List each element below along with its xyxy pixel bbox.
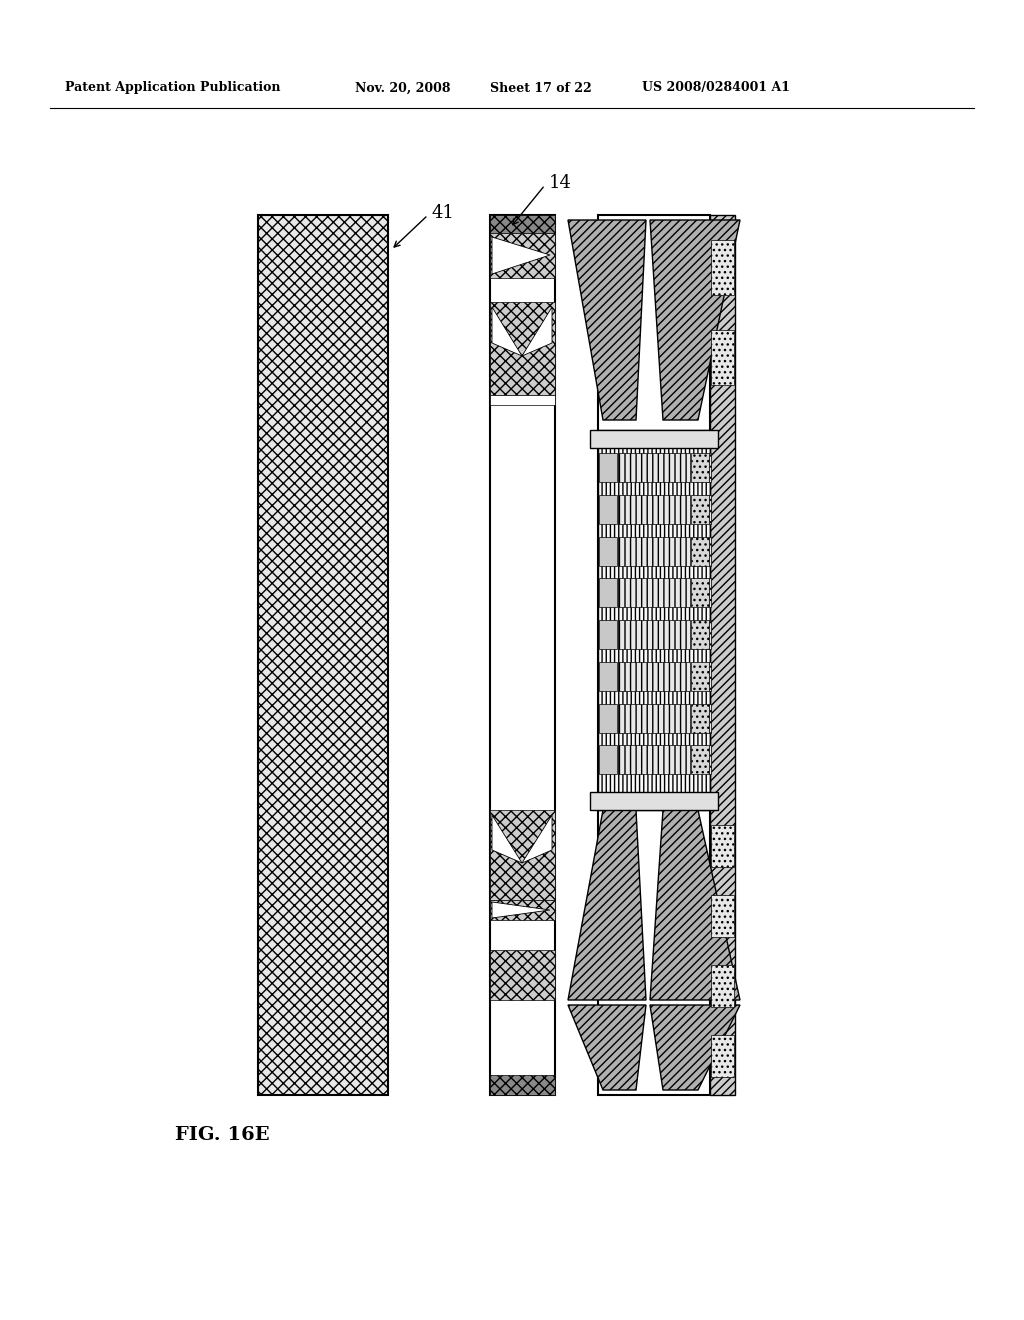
Bar	[490, 900, 555, 920]
Bar	[618, 746, 690, 775]
Bar	[711, 965, 734, 1007]
Bar	[599, 746, 617, 775]
Bar	[598, 215, 710, 1096]
Bar	[710, 215, 735, 1096]
Polygon shape	[568, 220, 646, 420]
Bar	[590, 430, 718, 447]
Bar	[709, 704, 711, 733]
Bar	[599, 578, 617, 607]
Text: 41: 41	[432, 205, 455, 222]
Bar	[709, 578, 711, 607]
Bar	[618, 453, 690, 482]
Bar	[709, 620, 711, 649]
Text: FIG. 16E: FIG. 16E	[175, 1126, 269, 1144]
Bar	[490, 950, 555, 1001]
Bar	[691, 495, 709, 524]
Polygon shape	[650, 1005, 740, 1090]
Bar	[691, 578, 709, 607]
Bar	[618, 661, 690, 690]
Polygon shape	[568, 810, 646, 1001]
Bar	[590, 792, 718, 810]
Bar	[490, 395, 555, 405]
Polygon shape	[650, 810, 740, 1001]
Bar	[598, 430, 710, 810]
Bar	[618, 704, 690, 733]
Polygon shape	[522, 308, 552, 356]
Bar	[490, 234, 555, 279]
Bar	[711, 825, 734, 867]
Bar	[711, 330, 734, 385]
Polygon shape	[492, 902, 550, 917]
Bar	[711, 240, 734, 294]
Text: 14: 14	[549, 174, 571, 191]
Bar	[691, 536, 709, 566]
Bar	[599, 704, 617, 733]
Text: Nov. 20, 2008: Nov. 20, 2008	[355, 82, 451, 95]
Bar	[490, 215, 555, 234]
Bar	[709, 661, 711, 690]
Polygon shape	[492, 308, 522, 356]
Polygon shape	[568, 1005, 646, 1090]
Bar	[618, 495, 690, 524]
Bar	[490, 215, 555, 1096]
Bar	[599, 495, 617, 524]
Polygon shape	[492, 814, 522, 863]
Polygon shape	[650, 220, 740, 420]
Bar	[490, 810, 555, 900]
Text: US 2008/0284001 A1: US 2008/0284001 A1	[642, 82, 790, 95]
Bar	[711, 895, 734, 937]
Bar	[599, 536, 617, 566]
Bar	[490, 302, 555, 395]
Bar	[691, 620, 709, 649]
Text: Patent Application Publication: Patent Application Publication	[65, 82, 281, 95]
Bar	[691, 746, 709, 775]
Bar	[618, 620, 690, 649]
Bar	[711, 1035, 734, 1077]
Bar	[490, 1074, 555, 1096]
Bar	[258, 215, 388, 1096]
Bar	[691, 704, 709, 733]
Bar	[618, 536, 690, 566]
Text: Sheet 17 of 22: Sheet 17 of 22	[490, 82, 592, 95]
Bar	[709, 495, 711, 524]
Polygon shape	[492, 238, 550, 275]
Bar	[599, 661, 617, 690]
Bar	[709, 453, 711, 482]
Polygon shape	[522, 814, 552, 863]
Bar	[691, 661, 709, 690]
Bar	[599, 620, 617, 649]
Bar	[709, 536, 711, 566]
Bar	[618, 578, 690, 607]
Bar	[691, 453, 709, 482]
Bar	[709, 746, 711, 775]
Bar	[599, 453, 617, 482]
